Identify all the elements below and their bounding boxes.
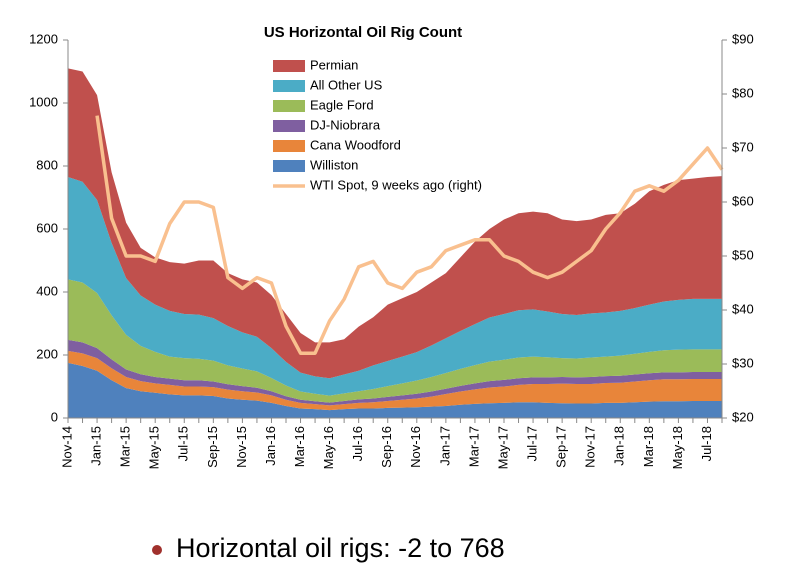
x-tick-label: Sep-17 <box>554 426 569 468</box>
y-tick-label: 600 <box>36 220 58 235</box>
legend-label: Williston <box>310 157 358 172</box>
x-tick-label: Jan-18 <box>612 426 627 466</box>
legend-swatch <box>273 140 305 152</box>
legend-label: WTI Spot, 9 weeks ago (right) <box>310 177 482 192</box>
area <box>68 362 722 418</box>
legend-swatch <box>273 100 305 112</box>
area <box>68 339 722 406</box>
x-tick-label: Mar-15 <box>118 426 133 467</box>
y2-tick-label: $80 <box>732 85 754 100</box>
chart-title: US Horizontal Oil Rig Count <box>264 24 462 41</box>
y-tick-label: 1000 <box>29 94 58 109</box>
area <box>68 177 722 396</box>
x-tick-label: May-18 <box>670 426 685 469</box>
x-tick-label: Sep-16 <box>379 426 394 468</box>
areas <box>68 68 722 418</box>
legend-label: All Other US <box>310 77 383 92</box>
x-tick-label: May-17 <box>495 426 510 469</box>
x-tick-label: May-16 <box>321 426 336 469</box>
legend-label: Eagle Ford <box>310 97 374 112</box>
x-tick-label: Nov-15 <box>234 426 249 468</box>
y-tick-label: 0 <box>51 409 58 424</box>
y2-tick-label: $90 <box>732 31 754 46</box>
area <box>68 350 722 411</box>
legend-swatch <box>273 160 305 172</box>
y2-tick-label: $30 <box>732 355 754 370</box>
line <box>95 115 724 355</box>
x-tick-label: Jan-17 <box>437 426 452 466</box>
x-tick-label: May-15 <box>147 426 162 469</box>
y2-tick-label: $70 <box>732 139 754 154</box>
x-tick-label: Nov-17 <box>583 426 598 468</box>
x-tick-label: Jul-18 <box>699 426 714 461</box>
x-tick-label: Mar-17 <box>466 426 481 467</box>
x-tick-label: Nov-16 <box>408 426 423 468</box>
x-tick-label: Nov-14 <box>59 426 74 468</box>
bullet-text: Horizontal oil rigs: -2 to 768 <box>176 533 505 563</box>
y2-tick-label: $50 <box>732 247 754 262</box>
legend-label: Permian <box>310 57 358 72</box>
y-tick-label: 800 <box>36 157 58 172</box>
bullet-dot <box>152 545 162 555</box>
area <box>68 68 722 379</box>
x-tick-label: Jul-15 <box>176 426 191 461</box>
y-tick-label: 400 <box>36 283 58 298</box>
legend-swatch <box>273 60 305 72</box>
x-tick-label: Jul-16 <box>350 426 365 461</box>
legend-label: Cana Woodford <box>310 137 401 152</box>
y-tick-label: 1200 <box>29 31 58 46</box>
y2-tick-label: $20 <box>732 409 754 424</box>
x-tick-label: Jan-16 <box>263 426 278 466</box>
area <box>68 279 722 403</box>
x-tick-label: Jul-17 <box>525 426 540 461</box>
legend-swatch <box>273 120 305 132</box>
y2-tick-label: $60 <box>732 193 754 208</box>
x-tick-label: Sep-15 <box>205 426 220 468</box>
x-tick-label: Mar-16 <box>292 426 307 467</box>
x-tick-label: Mar-18 <box>641 426 656 467</box>
y-tick-label: 200 <box>36 346 58 361</box>
legend-label: DJ-Niobrara <box>310 117 381 132</box>
x-tick-label: Jan-15 <box>89 426 104 466</box>
legend-swatch <box>273 80 305 92</box>
y2-tick-label: $40 <box>732 301 754 316</box>
